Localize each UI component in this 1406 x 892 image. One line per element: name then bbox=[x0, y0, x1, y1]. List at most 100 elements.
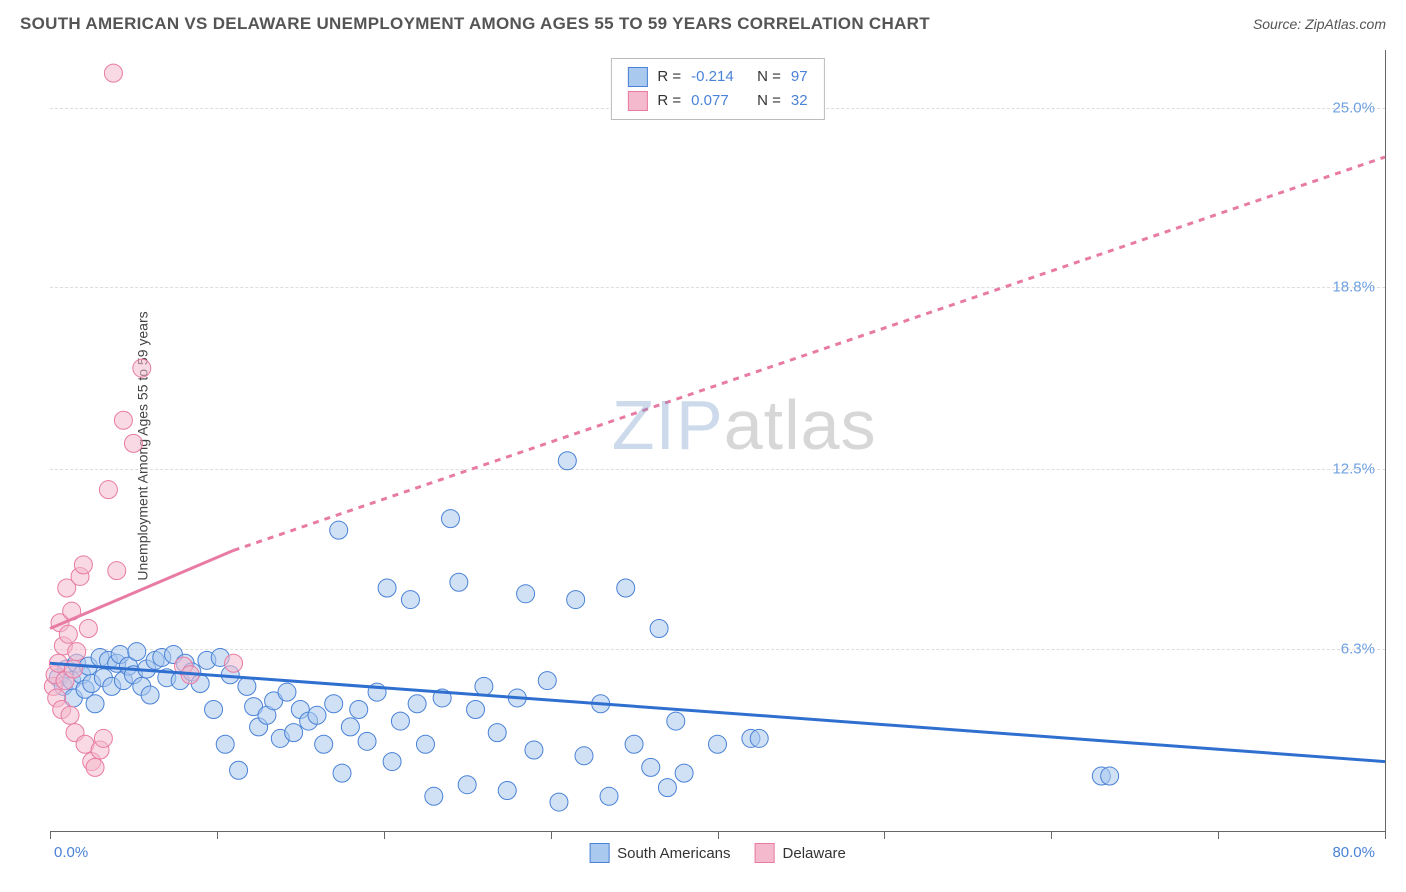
y-tick-label: 6.3% bbox=[1341, 640, 1375, 657]
legend: South Americans Delaware bbox=[589, 843, 846, 863]
data-point bbox=[575, 747, 593, 765]
data-point bbox=[104, 64, 122, 82]
correlation-stats-box: R =-0.214N =97R =0.077N =32 bbox=[610, 58, 824, 120]
data-point bbox=[517, 585, 535, 603]
data-point bbox=[230, 761, 248, 779]
stats-r-value: -0.214 bbox=[691, 65, 747, 89]
data-point bbox=[330, 521, 348, 539]
x-tick bbox=[718, 831, 719, 839]
data-point bbox=[238, 677, 256, 695]
data-point bbox=[333, 764, 351, 782]
data-point bbox=[1101, 767, 1119, 785]
data-point bbox=[99, 481, 117, 499]
data-point bbox=[61, 706, 79, 724]
source-label: Source: ZipAtlas.com bbox=[1253, 16, 1386, 32]
x-axis-max-label: 80.0% bbox=[1332, 844, 1375, 861]
data-point bbox=[642, 758, 660, 776]
data-point bbox=[667, 712, 685, 730]
x-tick bbox=[50, 831, 51, 839]
data-point bbox=[141, 686, 159, 704]
data-point bbox=[86, 695, 104, 713]
data-point bbox=[498, 782, 516, 800]
x-axis-min-label: 0.0% bbox=[54, 844, 88, 861]
data-point bbox=[114, 411, 132, 429]
data-point bbox=[68, 643, 86, 661]
data-point bbox=[325, 695, 343, 713]
legend-swatch bbox=[589, 843, 609, 863]
data-point bbox=[558, 452, 576, 470]
data-point bbox=[675, 764, 693, 782]
data-point bbox=[458, 776, 476, 794]
trend-line bbox=[234, 157, 1385, 550]
stats-swatch bbox=[627, 67, 647, 87]
data-point bbox=[341, 718, 359, 736]
data-point bbox=[401, 591, 419, 609]
data-point bbox=[525, 741, 543, 759]
data-point bbox=[416, 735, 434, 753]
legend-item: Delaware bbox=[755, 843, 846, 863]
data-point bbox=[315, 735, 333, 753]
data-point bbox=[450, 573, 468, 591]
data-point bbox=[205, 701, 223, 719]
data-point bbox=[94, 729, 112, 747]
data-point bbox=[108, 562, 126, 580]
stats-row: R =0.077N =32 bbox=[627, 89, 807, 113]
data-point bbox=[567, 591, 585, 609]
data-point bbox=[133, 359, 151, 377]
data-point bbox=[86, 758, 104, 776]
stats-r-label: R = bbox=[657, 89, 681, 113]
y-tick-label: 18.8% bbox=[1332, 279, 1375, 296]
scatter-svg bbox=[50, 50, 1385, 831]
x-tick bbox=[1385, 831, 1386, 839]
stats-r-label: R = bbox=[657, 65, 681, 89]
data-point bbox=[308, 706, 326, 724]
chart-title: SOUTH AMERICAN VS DELAWARE UNEMPLOYMENT … bbox=[20, 14, 930, 34]
x-tick bbox=[384, 831, 385, 839]
data-point bbox=[538, 672, 556, 690]
data-point bbox=[64, 660, 82, 678]
data-point bbox=[350, 701, 368, 719]
data-point bbox=[124, 434, 142, 452]
data-point bbox=[750, 729, 768, 747]
stats-swatch bbox=[627, 91, 647, 111]
data-point bbox=[425, 787, 443, 805]
data-point bbox=[391, 712, 409, 730]
stats-n-label: N = bbox=[757, 89, 781, 113]
data-point bbox=[475, 677, 493, 695]
y-tick-label: 25.0% bbox=[1332, 99, 1375, 116]
legend-label: Delaware bbox=[783, 845, 846, 862]
data-point bbox=[442, 510, 460, 528]
data-point bbox=[128, 643, 146, 661]
data-point bbox=[650, 620, 668, 638]
data-point bbox=[285, 724, 303, 742]
x-tick bbox=[884, 831, 885, 839]
legend-label: South Americans bbox=[617, 845, 730, 862]
data-point bbox=[408, 695, 426, 713]
legend-swatch bbox=[755, 843, 775, 863]
data-point bbox=[216, 735, 234, 753]
data-point bbox=[59, 625, 77, 643]
x-tick bbox=[1051, 831, 1052, 839]
data-point bbox=[550, 793, 568, 811]
x-tick bbox=[551, 831, 552, 839]
data-point bbox=[617, 579, 635, 597]
data-point bbox=[74, 556, 92, 574]
data-point bbox=[488, 724, 506, 742]
y-tick-label: 12.5% bbox=[1332, 461, 1375, 478]
stats-row: R = -0.214 N = 97 bbox=[627, 65, 807, 89]
data-point bbox=[658, 779, 676, 797]
data-point bbox=[600, 787, 618, 805]
data-point bbox=[625, 735, 643, 753]
legend-item: South Americans bbox=[589, 843, 730, 863]
stats-n-label: N = bbox=[757, 65, 781, 89]
data-point bbox=[358, 732, 376, 750]
stats-r-value: 0.077 bbox=[691, 89, 747, 113]
data-point bbox=[79, 620, 97, 638]
stats-n-value: 97 bbox=[791, 65, 808, 89]
x-tick bbox=[217, 831, 218, 839]
data-point bbox=[709, 735, 727, 753]
data-point bbox=[467, 701, 485, 719]
chart-plot-area: ZIPatlas R =-0.214N =97R =0.077N =32 6.3… bbox=[50, 50, 1386, 832]
data-point bbox=[378, 579, 396, 597]
data-point bbox=[225, 654, 243, 672]
